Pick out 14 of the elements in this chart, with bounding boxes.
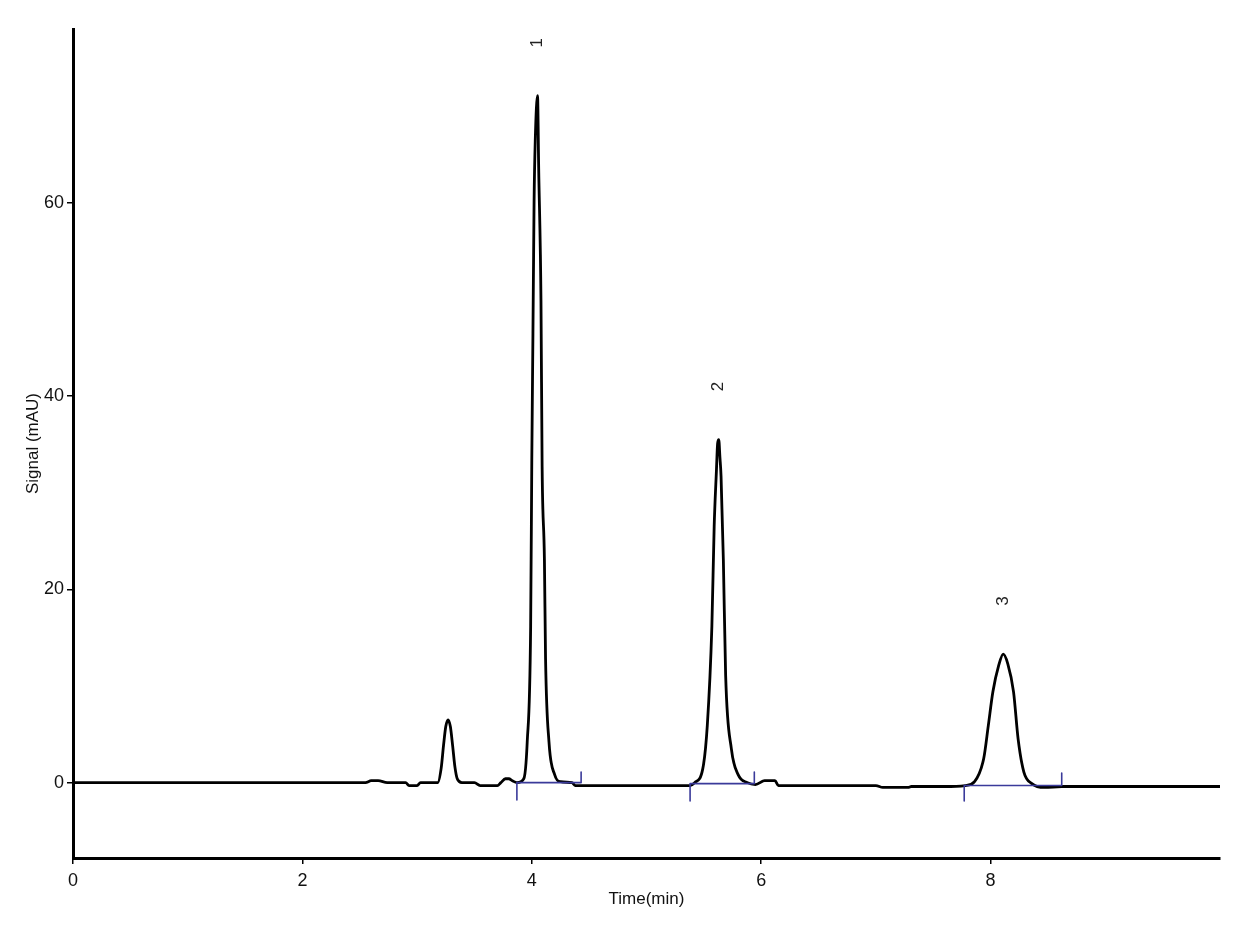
y-tick-label: 20 — [43, 578, 64, 599]
x-tick-label: 2 — [297, 869, 308, 890]
annotation: 2 — [708, 381, 728, 392]
y-axis-title: Signal (mAU) — [22, 392, 42, 495]
x-tick-label: 4 — [526, 869, 537, 890]
x-tick-label: 8 — [985, 869, 996, 890]
annotation: 3 — [992, 596, 1012, 606]
y-tick-label: 40 — [43, 385, 64, 406]
x-tick-label: 6 — [756, 869, 767, 890]
y-tick-label: 0 — [53, 771, 64, 792]
annotation: 1 — [527, 37, 547, 48]
x-tick-label: 0 — [67, 869, 79, 890]
y-tick-label: 60 — [43, 191, 64, 212]
x-axis-title: Time(min) — [608, 889, 685, 909]
